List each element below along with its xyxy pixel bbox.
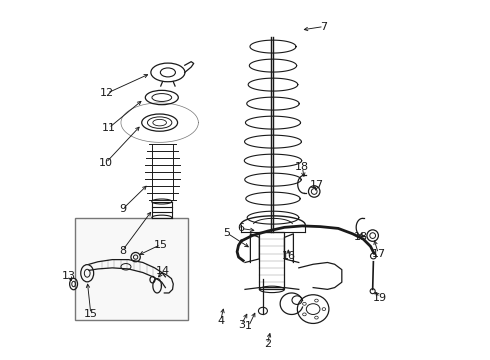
Bar [259, 232, 285, 289]
Text: 15: 15 [154, 239, 168, 249]
Text: 6: 6 [237, 224, 244, 233]
Text: 14: 14 [156, 266, 171, 276]
Text: 9: 9 [119, 204, 126, 215]
Text: 5: 5 [223, 228, 231, 238]
Text: 17: 17 [310, 180, 324, 190]
Text: 19: 19 [373, 293, 387, 303]
Text: 13: 13 [62, 271, 76, 281]
Text: 11: 11 [102, 123, 116, 133]
Bar [74, 218, 188, 320]
Text: 2: 2 [264, 339, 271, 349]
Text: 18: 18 [295, 162, 310, 172]
Text: 7: 7 [320, 22, 327, 32]
Text: 17: 17 [371, 248, 386, 258]
Text: 10: 10 [99, 158, 113, 168]
Text: 18: 18 [353, 232, 368, 242]
Text: 15: 15 [84, 309, 98, 319]
Text: 16: 16 [282, 251, 296, 261]
Text: 12: 12 [100, 88, 114, 98]
Text: 1: 1 [245, 321, 252, 331]
Text: 8: 8 [119, 246, 126, 256]
Text: 3: 3 [238, 320, 245, 329]
Text: 4: 4 [217, 316, 224, 325]
